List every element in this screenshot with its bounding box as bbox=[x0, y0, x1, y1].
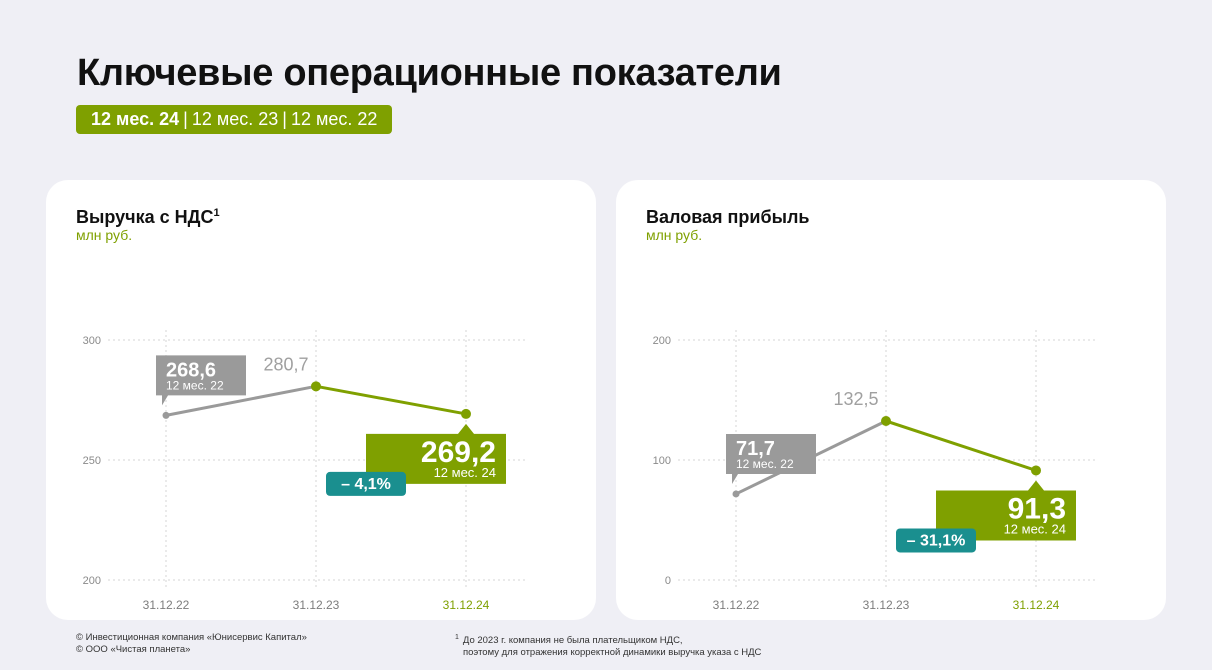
x-tick-label: 31.12.24 bbox=[443, 598, 490, 612]
period-separator: | bbox=[183, 109, 188, 129]
series-line-segment bbox=[315, 384, 467, 416]
y-tick-label: 200 bbox=[83, 575, 101, 587]
data-point bbox=[461, 408, 471, 419]
chart-title: Валовая прибыль bbox=[646, 207, 810, 227]
data-point bbox=[732, 490, 740, 498]
change-badge-label: – 31,1% bbox=[907, 532, 966, 549]
data-label: 132,5 bbox=[833, 389, 878, 409]
period-separator: | bbox=[282, 109, 287, 129]
current-value-callout bbox=[366, 423, 506, 484]
chart-title: Выручка с НДС1 bbox=[76, 207, 220, 227]
change-badge bbox=[326, 471, 406, 496]
footnote-marker: 1 bbox=[213, 207, 220, 219]
revenue-chart-card: Выручка с НДС1 млн руб. 200 250 300 31.12.2… bbox=[46, 180, 596, 620]
x-tick-label: 31.12.24 bbox=[1013, 598, 1060, 612]
data-point bbox=[162, 411, 170, 419]
x-tick-label: 31.12.22 bbox=[713, 598, 760, 612]
y-tick-label: 100 bbox=[653, 455, 671, 467]
data-label: 91,3 bbox=[1008, 492, 1066, 525]
current-value-callout bbox=[936, 480, 1076, 541]
series-line-segment bbox=[885, 419, 1037, 472]
page-title: Ключевые операционные показатели bbox=[77, 52, 782, 94]
x-tick-label: 31.12.23 bbox=[863, 598, 910, 612]
data-label: 268,6 bbox=[166, 359, 216, 381]
callout-period: 12 мес. 22 bbox=[166, 378, 224, 392]
gross-profit-chart-card: Валовая прибыль млн руб. 0 100 200 31.12.22… bbox=[616, 180, 1166, 620]
callout-period: 12 мес. 22 bbox=[736, 457, 794, 471]
period-option[interactable]: 12 мес. 23 bbox=[191, 109, 279, 129]
base-value-callout bbox=[726, 433, 816, 484]
data-point bbox=[311, 381, 321, 392]
chart-unit: млн руб. bbox=[76, 227, 133, 243]
y-tick-label: 250 bbox=[83, 455, 101, 467]
data-point bbox=[881, 416, 891, 426]
y-tick-label: 300 bbox=[83, 335, 101, 347]
change-badge bbox=[896, 528, 976, 553]
x-tick-label: 31.12.23 bbox=[293, 598, 340, 612]
footer-note: 1 До 2023 г. компания не была плательщико… bbox=[455, 634, 762, 659]
callout-period: 12 мес. 24 bbox=[434, 465, 496, 480]
y-tick-label: 0 bbox=[665, 575, 671, 587]
chart-unit: млн руб. bbox=[646, 227, 703, 243]
x-tick-label: 31.12.22 bbox=[143, 598, 190, 612]
data-label: 280,7 bbox=[263, 354, 308, 374]
data-label: 269,2 bbox=[421, 436, 496, 469]
period-selector[interactable]: 12 мес. 24 | 12 мес. 23 | 12 мес. 22 bbox=[76, 105, 393, 134]
callout-period: 12 мес. 24 bbox=[1004, 521, 1066, 536]
data-label: 71,7 bbox=[736, 438, 775, 460]
change-badge-label: – 4,1% bbox=[341, 476, 391, 493]
period-active[interactable]: 12 мес. 24 bbox=[91, 109, 180, 129]
data-point bbox=[1031, 465, 1041, 476]
footer-copyright: © Инвестиционная компания «Юнисервис Кап… bbox=[76, 632, 307, 655]
y-tick-label: 200 bbox=[653, 335, 671, 347]
base-value-callout bbox=[156, 355, 246, 406]
series-line-segment bbox=[165, 384, 317, 417]
period-option[interactable]: 12 мес. 22 bbox=[290, 109, 378, 129]
